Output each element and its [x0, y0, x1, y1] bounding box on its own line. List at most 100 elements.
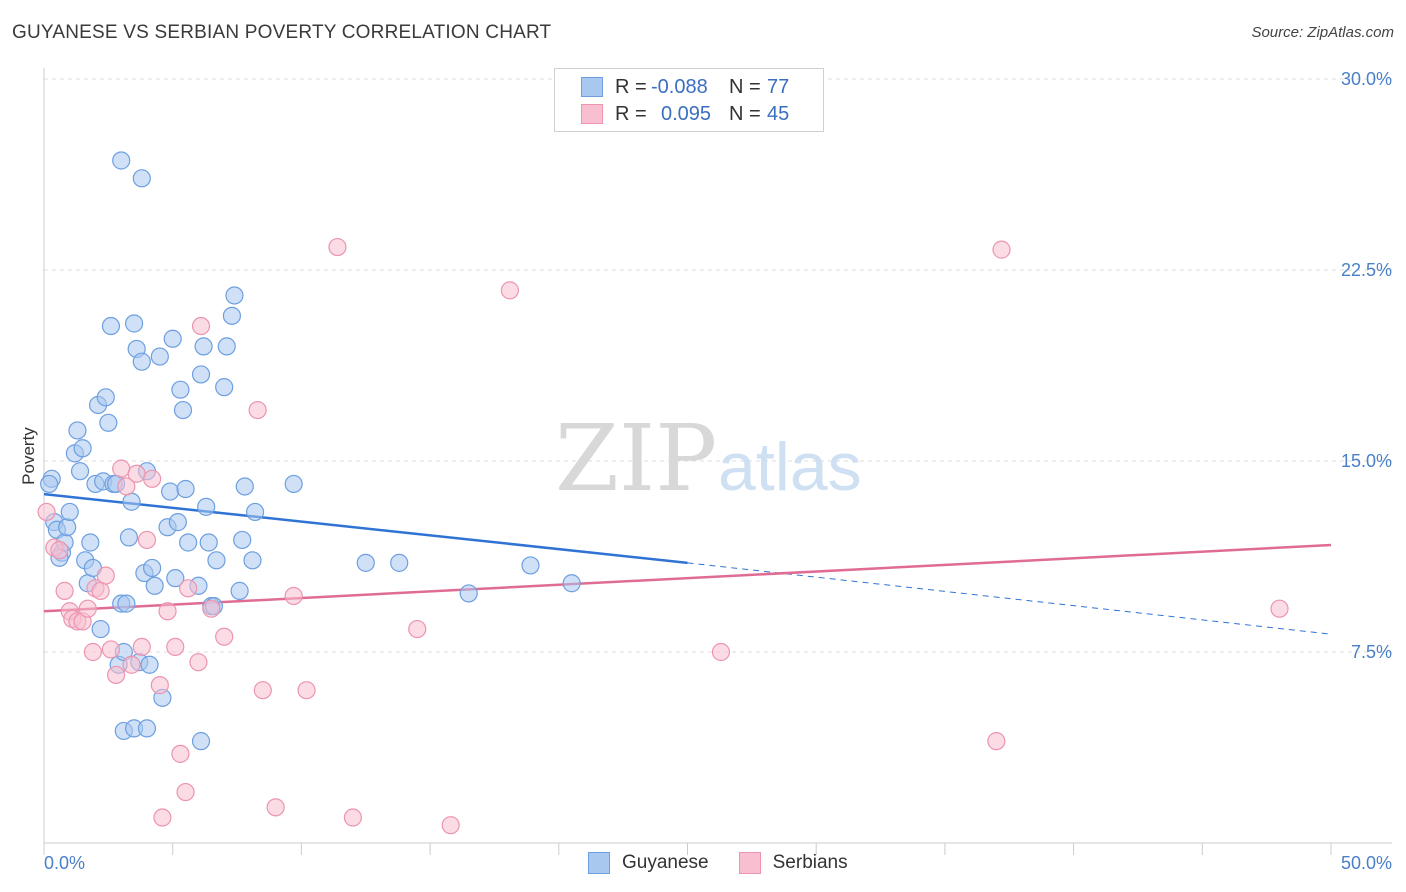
guyanese-point [207, 551, 226, 570]
serbians-point [248, 400, 267, 420]
guyanese-point [199, 533, 218, 552]
guyanese-point [215, 378, 234, 397]
guyanese-point [166, 569, 185, 588]
guyanese-point [99, 413, 118, 432]
serbians-point [253, 681, 272, 700]
serbians-point [150, 676, 169, 695]
serbians-point [987, 732, 1006, 751]
serbians-point [992, 240, 1011, 259]
serbians-point [166, 637, 185, 657]
guyanese-trendline-solid [43, 492, 688, 565]
guyanese-point [140, 655, 159, 674]
guyanese-point [91, 619, 110, 639]
serbians-point [153, 808, 172, 827]
guyanese-point [119, 528, 139, 547]
guyanese-point [171, 380, 190, 399]
guyanese-point [96, 388, 115, 407]
guyanese-point [73, 439, 92, 458]
serbians-point [55, 581, 74, 600]
serbians-swatch [738, 852, 761, 874]
guyanese-r-value: -0.088 [651, 75, 708, 98]
legend-label-serbians: Serbians [772, 852, 848, 873]
guyanese-n-value: 77 [767, 75, 790, 98]
guyanese-point [243, 551, 262, 570]
watermark-atlas: atlas [718, 429, 862, 505]
guyanese-point [222, 306, 242, 325]
r-label: R = [615, 75, 647, 98]
guyanese-point [173, 400, 193, 420]
serbians-point [112, 459, 131, 478]
serbians-point [215, 627, 234, 646]
guyanese-point [284, 474, 303, 494]
serbians-point [179, 579, 198, 598]
guyanese-trendline-dashed [687, 562, 1332, 635]
source-label: Source: ZipAtlas.com [1251, 24, 1394, 41]
serbians-point [1270, 599, 1289, 618]
guyanese-point [390, 553, 409, 572]
guyanese-point [145, 576, 164, 595]
trendline-layer [43, 492, 1332, 635]
guyanese-point [191, 732, 211, 751]
serbians-n-value: 45 [767, 102, 790, 125]
guyanese-point [81, 533, 100, 552]
serbians-point [106, 665, 126, 685]
guyanese-swatch [581, 77, 603, 97]
guyanese-point [60, 502, 79, 522]
guyanese-point [117, 594, 136, 613]
serbians-trendline [43, 543, 1332, 613]
serbians-r-value: 0.095 [661, 102, 712, 125]
chart-title: GUYANESE VS SERBIAN POVERTY CORRELATION … [12, 22, 552, 43]
guyanese-point [197, 497, 216, 516]
y-tick-label: 7.5% [1351, 642, 1392, 662]
serbians-point [202, 599, 221, 618]
guyanese-point [137, 719, 157, 738]
serbians-point [191, 316, 211, 336]
y-tick-label: 15.0% [1341, 451, 1392, 471]
serbians-point [78, 599, 97, 618]
guyanese-point [168, 513, 187, 532]
guyanese-point [132, 169, 151, 188]
legend-item-serbians[interactable]: Serbians [738, 852, 848, 874]
guyanese-point [179, 533, 198, 552]
guyanese-point [112, 151, 131, 170]
serbians-point [171, 744, 190, 763]
points-layer [37, 151, 1289, 835]
serbians-point [408, 619, 427, 639]
x-tick-label-min: 0.0% [44, 853, 85, 873]
y-axis-label: Poverty [19, 427, 38, 485]
serbians-point [50, 541, 69, 560]
serbians-point [91, 581, 110, 600]
guyanese-point [459, 584, 478, 603]
guyanese-point [225, 286, 244, 305]
legend-row-guyanese: R = -0.088 N = 77 [581, 75, 789, 99]
serbians-point [284, 586, 303, 606]
guyanese-point [521, 556, 540, 575]
guyanese-point [230, 581, 249, 600]
guyanese-point [143, 558, 162, 578]
serbians-point [343, 808, 362, 827]
guyanese-swatch [588, 852, 610, 874]
guyanese-point [191, 365, 211, 384]
legend-item-guyanese[interactable]: Guyanese [588, 852, 709, 874]
serbians-point [127, 464, 146, 483]
guyanese-point [70, 462, 90, 481]
serbians-point [176, 782, 195, 802]
guyanese-point [58, 518, 77, 537]
serbians-point [122, 655, 141, 674]
guyanese-point [132, 352, 151, 371]
serbians-point [328, 237, 347, 257]
y-tick-label: 22.5% [1341, 260, 1392, 280]
guyanese-point [124, 314, 144, 333]
n-label: N = [729, 102, 761, 125]
watermark-zip: ZIP [555, 405, 717, 512]
guyanese-point [233, 530, 252, 550]
guyanese-point [101, 316, 121, 336]
guyanese-point [217, 337, 236, 356]
watermark: ZIP atlas [555, 405, 862, 512]
legend-label-guyanese: Guyanese [622, 852, 709, 873]
serbians-point [101, 640, 121, 659]
guyanese-point [194, 337, 213, 356]
x-tick-label-max: 50.0% [1341, 853, 1392, 873]
serbians-point [158, 602, 177, 621]
